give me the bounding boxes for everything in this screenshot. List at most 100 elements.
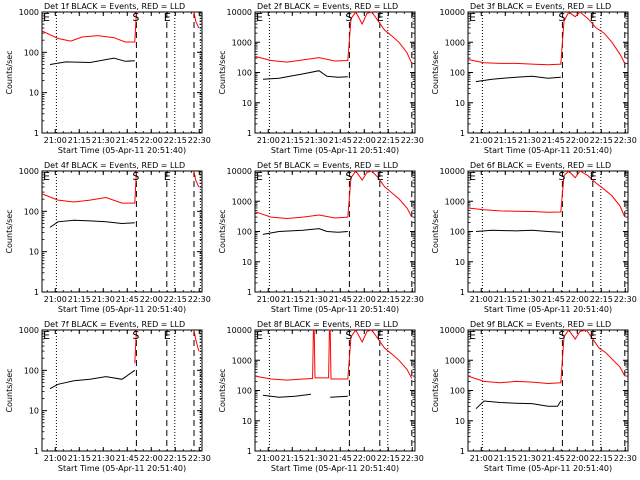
x-tick-label: 22:30 (188, 295, 211, 304)
x-tick-label: 21:45 (116, 295, 139, 304)
x-axis-title: Start Time (05-Apr-11 20:51:40) (58, 305, 186, 314)
x-tick-label: 22:15 (164, 136, 187, 145)
x-tick-label: 21:15 (68, 295, 91, 304)
panel-det-9: Det 9f BLACK = Events, RED = LLD 1 10 100 10… (431, 320, 637, 473)
panel-title: Det 1f BLACK = Events, RED = LLD (44, 2, 185, 11)
x-tick-label: 21:30 (305, 454, 328, 463)
series-lld-line (467, 11, 626, 66)
axes-frame (254, 11, 416, 134)
series-lld-line (41, 170, 137, 204)
marker-label: E (43, 11, 50, 24)
y-axis-title: Counts/sec (218, 209, 227, 253)
y-tick-label: 10000 (227, 8, 252, 17)
series-events-line (49, 57, 135, 65)
y-tick-label: 1000 (232, 197, 252, 206)
y-tick-label: 1 (460, 447, 465, 456)
marker-label: E (43, 329, 50, 342)
x-axis-title: Start Time (05-Apr-11 20:51:40) (271, 146, 399, 155)
marker-label: E (377, 11, 384, 24)
x-tick-label: 21:15 (494, 454, 517, 463)
marker-label: S (345, 11, 352, 24)
x-tick-label: 21:15 (281, 454, 304, 463)
x-tick-label: 21:30 (92, 295, 115, 304)
x-tick-label: 21:45 (329, 295, 352, 304)
marker-label: E (590, 11, 597, 24)
series-events-line (475, 400, 562, 410)
marker-label: E (377, 329, 384, 342)
panel-title: Det 3f BLACK = Events, RED = LLD (470, 2, 611, 11)
x-tick-label: 22:15 (377, 295, 400, 304)
x-tick-label: 22:00 (140, 136, 163, 145)
y-tick-label: 10 (29, 248, 39, 257)
x-axis-title: Start Time (05-Apr-11 20:51:40) (484, 305, 612, 314)
marker-label: E (256, 170, 263, 183)
panel-det-5: Det 5f BLACK = Events, RED = LLD 1 10 100 10… (218, 161, 424, 314)
y-tick-label: 10000 (440, 8, 465, 17)
x-tick-label: 22:30 (614, 454, 637, 463)
panel-det-3: Det 3f BLACK = Events, RED = LLD 1 10 100 10… (431, 2, 637, 155)
x-tick-label: 22:00 (353, 454, 376, 463)
x-tick-label: 22:00 (566, 136, 589, 145)
axes-frame (467, 329, 629, 452)
x-tick-label: 21:00 (257, 295, 280, 304)
y-tick-label: 10 (242, 99, 252, 108)
axes-frame (41, 170, 203, 293)
x-tick-label: 22:00 (353, 295, 376, 304)
y-tick-label: 1 (34, 447, 39, 456)
x-tick-label: 21:45 (116, 454, 139, 463)
x-tick-label: 22:00 (353, 136, 376, 145)
x-tick-label: 22:00 (140, 295, 163, 304)
series-events-line (262, 393, 312, 398)
y-axis-title: Counts/sec (5, 50, 14, 94)
x-tick-label: 22:15 (164, 295, 187, 304)
x-tick-label: 21:15 (494, 136, 517, 145)
x-tick-label: 21:00 (257, 136, 280, 145)
y-tick-label: 1000 (19, 167, 39, 176)
y-tick-label: 1000 (445, 197, 465, 206)
x-tick-label: 22:15 (164, 454, 187, 463)
y-tick-label: 10000 (227, 326, 252, 335)
panel-det-6: Det 6f BLACK = Events, RED = LLD 1 10 100 10… (431, 161, 637, 314)
panel-title: Det 7f BLACK = Events, RED = LLD (44, 320, 185, 329)
series-events-line (49, 369, 136, 390)
x-axis-title: Start Time (05-Apr-11 20:51:40) (271, 305, 399, 314)
series-events-line (330, 395, 348, 398)
x-tick-label: 21:45 (329, 454, 352, 463)
y-tick-label: 1000 (445, 38, 465, 47)
y-tick-label: 1 (247, 447, 252, 456)
marker-label: S (132, 329, 139, 342)
x-axis-title: Start Time (05-Apr-11 20:51:40) (484, 146, 612, 155)
marker-label: E (469, 170, 476, 183)
y-axis-title: Counts/sec (218, 50, 227, 94)
x-tick-label: 21:30 (305, 136, 328, 145)
marker-label: E (43, 170, 50, 183)
marker-label: E (469, 11, 476, 24)
x-tick-label: 21:00 (470, 295, 493, 304)
marker-label: E (164, 11, 171, 24)
panel-det-4: Det 4f BLACK = Events, RED = LLD 1 10 100 10… (5, 161, 211, 314)
marker-label: S (558, 329, 565, 342)
axes-frame (467, 11, 629, 134)
y-tick-label: 10000 (440, 326, 465, 335)
y-tick-label: 10 (29, 407, 39, 416)
x-axis-title: Start Time (05-Apr-11 20:51:40) (58, 146, 186, 155)
marker-label: E (256, 329, 263, 342)
y-tick-label: 100 (237, 228, 252, 237)
x-tick-label: 21:00 (470, 454, 493, 463)
x-tick-label: 22:30 (401, 136, 424, 145)
x-tick-label: 21:45 (116, 136, 139, 145)
x-tick-label: 21:00 (44, 136, 67, 145)
x-tick-label: 22:30 (401, 454, 424, 463)
marker-label: S (132, 11, 139, 24)
series-events-line (475, 229, 561, 233)
axes-frame (254, 329, 416, 452)
x-tick-label: 21:00 (44, 454, 67, 463)
x-tick-label: 21:45 (542, 454, 565, 463)
x-tick-label: 22:00 (566, 295, 589, 304)
panel-det-7: Det 7f BLACK = Events, RED = LLD 1 10 100 10… (5, 320, 211, 473)
y-tick-label: 10 (29, 89, 39, 98)
y-tick-label: 1000 (19, 326, 39, 335)
marker-label: E (164, 329, 171, 342)
x-tick-label: 21:30 (305, 295, 328, 304)
